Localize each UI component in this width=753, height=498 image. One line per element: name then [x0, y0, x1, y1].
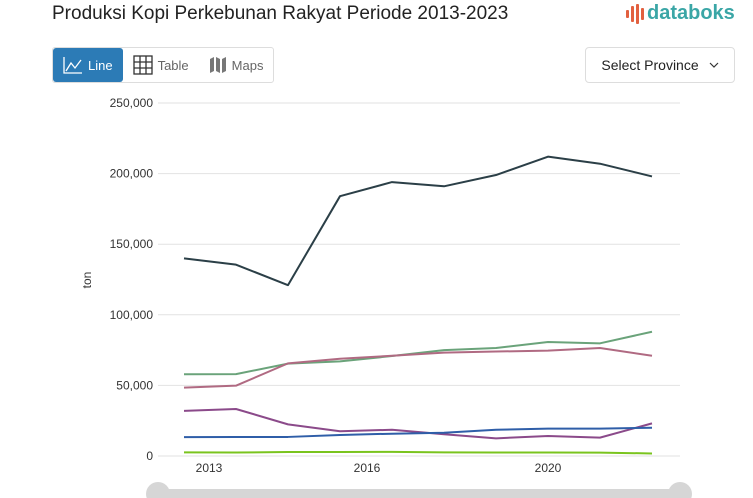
slider-handle-left[interactable]: [146, 482, 170, 498]
y-tick-label: 150,000: [110, 237, 154, 251]
series-line-0: [183, 155, 653, 287]
tab-line[interactable]: Line: [53, 48, 123, 82]
y-tick-label: 0: [146, 449, 153, 463]
tab-label: Table: [157, 57, 189, 73]
range-slider[interactable]: [146, 482, 692, 498]
select-label: Select Province: [601, 57, 699, 73]
tab-label: Maps: [231, 57, 264, 73]
tab-label: Line: [88, 57, 113, 73]
province-select[interactable]: Select Province: [585, 47, 735, 83]
line-chart-icon: [63, 57, 82, 74]
y-tick-label: 200,000: [110, 167, 154, 181]
slider-handle-right[interactable]: [668, 482, 692, 498]
series-line-4: [183, 426, 653, 439]
y-axis-label: ton: [80, 272, 94, 289]
slider-track[interactable]: [158, 489, 680, 498]
chevron-down-icon: [709, 62, 719, 68]
y-tick-label: 250,000: [110, 96, 154, 110]
chart-title: Produksi Kopi Perkebunan Rakyat Periode …: [52, 3, 509, 24]
tab-maps[interactable]: Maps: [199, 48, 274, 82]
x-tick-label: 2016: [354, 461, 381, 475]
logo-bars-icon: [626, 3, 644, 24]
table-grid-icon: [132, 55, 153, 75]
map-icon: [209, 57, 226, 73]
databoks-logo[interactable]: databoks: [626, 2, 735, 25]
y-tick-label: 100,000: [110, 308, 154, 322]
tab-table[interactable]: Table: [123, 48, 199, 82]
logo-text: databoks: [647, 2, 735, 24]
view-tabs: Line Table Maps: [52, 47, 275, 83]
series-line-2: [183, 346, 653, 389]
series-line-1: [183, 330, 653, 376]
series-line-5: [183, 450, 653, 455]
y-tick-label: 50,000: [116, 378, 153, 392]
x-tick-label: 2013: [196, 461, 223, 475]
series-line-3: [183, 407, 653, 440]
x-tick-label: 2020: [535, 461, 562, 475]
